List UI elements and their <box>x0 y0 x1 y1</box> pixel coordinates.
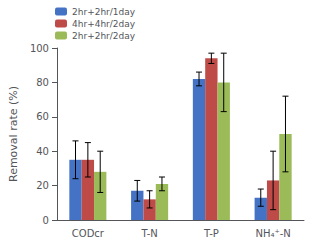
svg-text:Removal rate (%): Removal rate (%) <box>7 86 20 182</box>
svg-text:0: 0 <box>43 215 49 226</box>
svg-text:4hr+4hr/2day: 4hr+4hr/2day <box>72 19 136 29</box>
svg-text:100: 100 <box>30 43 49 54</box>
svg-text:40: 40 <box>36 146 49 157</box>
svg-text:T-N: T-N <box>140 228 157 239</box>
svg-text:CODcr: CODcr <box>72 228 105 239</box>
svg-text:80: 80 <box>36 77 49 88</box>
svg-text:20: 20 <box>36 180 49 191</box>
svg-text:60: 60 <box>36 111 49 122</box>
svg-text:2hr+2hr/1day: 2hr+2hr/1day <box>72 7 136 17</box>
svg-text:NH₄⁺-N: NH₄⁺-N <box>255 228 290 239</box>
svg-text:2hr+2hr/2day: 2hr+2hr/2day <box>72 31 136 41</box>
svg-text:T-P: T-P <box>203 228 219 239</box>
